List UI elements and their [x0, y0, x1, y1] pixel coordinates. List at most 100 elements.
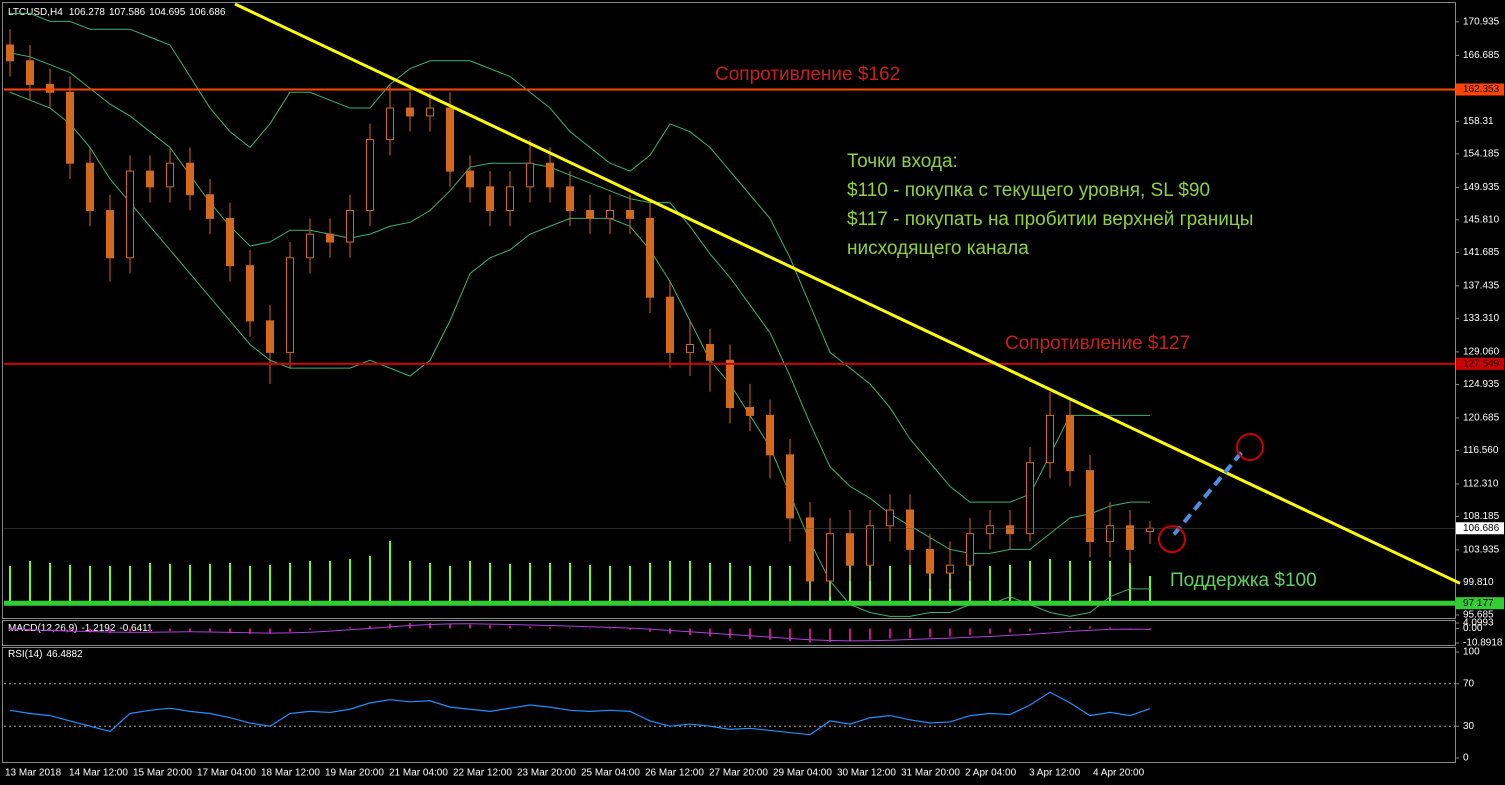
x-tick-label: 26 Mar 12:00	[645, 768, 704, 779]
candle-body	[1126, 525, 1134, 550]
volume-bar	[29, 561, 31, 601]
volume-bar	[329, 561, 331, 601]
entry-note: Точки входа:	[847, 151, 958, 172]
macd-signal	[9, 623, 1151, 642]
level-label: Сопротивление $127	[1005, 333, 1190, 354]
entry-note: $117 - покупать на пробитии верхней гран…	[847, 209, 1253, 230]
macd-bar	[749, 628, 751, 640]
x-tick-label: 15 Mar 20:00	[133, 768, 192, 779]
y-tick-label: 158.31	[1463, 116, 1494, 127]
macd-bar	[49, 628, 51, 632]
rsi-panel	[2, 647, 1456, 763]
candle-body	[426, 107, 434, 117]
y-tick-label: 70	[1463, 678, 1475, 689]
candle-body	[226, 217, 234, 267]
volume-bar	[529, 563, 531, 601]
volume-bar	[889, 566, 891, 601]
candle-body	[526, 162, 534, 188]
entry-circle	[1236, 432, 1264, 461]
macd-bar	[229, 628, 231, 634]
macd-bar	[849, 628, 851, 642]
volume-bar	[169, 564, 171, 601]
volume-bar	[549, 563, 551, 601]
volume-bar	[1049, 559, 1051, 601]
volume-bar	[649, 563, 651, 601]
macd-header: MACD(12,26,9) -1.2192 -0.6411	[8, 623, 153, 634]
entry-circle	[1158, 525, 1186, 554]
candle-body	[126, 170, 134, 259]
x-tick-label: 27 Mar 20:00	[709, 768, 768, 779]
macd-bar	[109, 628, 111, 634]
header-high: 107.586	[109, 7, 146, 18]
macd-bar	[1049, 628, 1051, 629]
volume-bar	[629, 566, 631, 601]
x-tick-label: 23 Mar 20:00	[517, 768, 576, 779]
macd-bar	[289, 628, 291, 632]
candle-body	[906, 509, 914, 550]
candle-body	[466, 170, 474, 188]
y-tick-label: 0.00	[1463, 623, 1483, 634]
candle-body	[766, 414, 774, 456]
candle-body	[166, 162, 174, 188]
candle-body	[606, 210, 614, 219]
volume-bar	[1129, 563, 1131, 601]
x-tick-label: 4 Apr 20:00	[1093, 768, 1145, 779]
candle-body	[366, 139, 374, 212]
candle-body	[1086, 470, 1094, 543]
candle-body	[546, 162, 554, 188]
macd-bar	[1109, 627, 1111, 629]
candle-body	[266, 320, 274, 353]
y-tick-label: 116.560	[1463, 445, 1499, 456]
rsi-last: 46.4882	[46, 649, 83, 660]
volume-bar	[1069, 561, 1071, 601]
macd-bar	[389, 623, 391, 629]
macd-bar	[989, 628, 991, 634]
macd-bar	[329, 628, 331, 629]
rsi-header: RSI(14) 46.4882	[8, 649, 83, 660]
macd-bar	[1069, 626, 1071, 629]
x-tick-label: 18 Mar 12:00	[261, 768, 320, 779]
volume-bar	[49, 563, 51, 601]
volume-bar	[749, 566, 751, 601]
volume-bar	[389, 541, 391, 601]
candle-body	[306, 233, 314, 259]
macd-bar	[529, 626, 531, 629]
bollinger-band	[9, 52, 1150, 554]
macd-bar	[429, 623, 431, 629]
candle-body	[446, 107, 454, 172]
volume-bar	[789, 566, 791, 601]
volume-bar	[989, 566, 991, 601]
bollinger-band	[10, 12, 1150, 503]
macd-bar	[189, 628, 191, 632]
volume-bar	[249, 566, 251, 601]
candle-body	[86, 162, 94, 212]
candle-body	[146, 170, 154, 188]
volume-bar	[849, 563, 851, 601]
volume-bar	[1029, 561, 1031, 601]
volume-bar	[449, 566, 451, 601]
macd-bar	[89, 628, 91, 633]
macd-bar	[349, 627, 351, 629]
y-tick-label: -10.8918	[1463, 638, 1503, 649]
macd-bar	[649, 628, 651, 632]
macd-bar	[149, 628, 151, 632]
candle-body	[1026, 462, 1034, 535]
candle-body	[706, 343, 714, 361]
x-tick-label: 17 Mar 04:00	[197, 768, 256, 779]
candle-body	[1006, 525, 1014, 535]
macd-signal-last: -0.6411	[119, 623, 153, 634]
x-tick-label: 30 Mar 12:00	[837, 768, 896, 779]
candle-body	[946, 564, 954, 574]
volume-bar	[309, 561, 311, 601]
y-tick-label: 170.935	[1463, 16, 1500, 27]
y-tick-label: 95.685	[1463, 610, 1494, 621]
volume-bar	[969, 566, 971, 601]
volume-bar	[769, 566, 771, 601]
candle-body	[66, 91, 74, 164]
volume-bar	[689, 561, 691, 601]
candle-body	[966, 533, 974, 566]
volume-bar	[1089, 561, 1091, 601]
y-tick-label: 137.435	[1463, 281, 1500, 292]
y-tick-label: 133.310	[1463, 313, 1500, 324]
